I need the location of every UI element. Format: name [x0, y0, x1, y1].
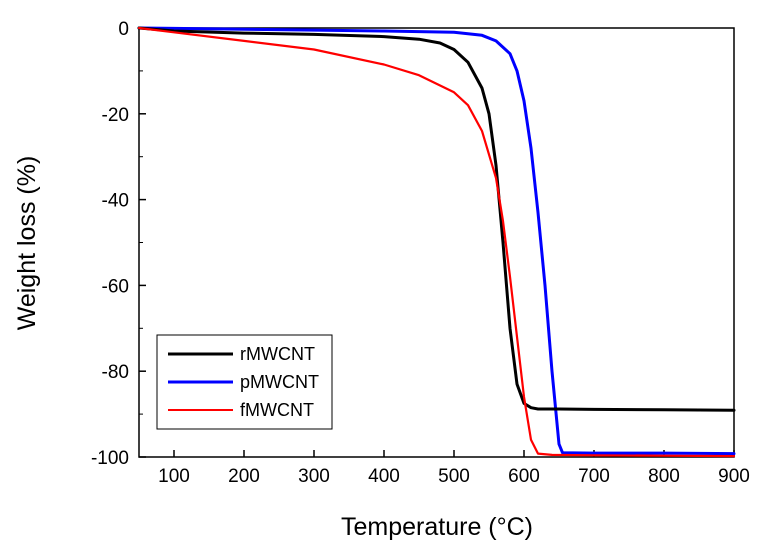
y-tick-label: -60 [102, 276, 129, 297]
legend: rMWCNT pMWCNT fMWCNT [156, 334, 333, 430]
y-axis-title: Weight loss (%) [13, 156, 41, 331]
axis-ticks [139, 27, 735, 458]
y-tick-label: -100 [91, 448, 129, 469]
x-tick-label: 300 [298, 466, 330, 487]
legend-label-fmwcnt: fMWCNT [240, 400, 314, 420]
series-line-pmwcnt [137, 26, 736, 456]
x-tick-label: 400 [368, 466, 400, 487]
series-line-rmwcnt [137, 26, 736, 412]
legend-label-rmwcnt: rMWCNT [240, 344, 315, 364]
tick-labels: 100 200 300 400 500 600 700 800 900 0 -20 -40 -60 -80… [91, 19, 750, 487]
series-line-fmwcnt [137, 26, 736, 458]
series-lines [137, 26, 736, 458]
x-tick-label: 600 [508, 466, 540, 487]
legend-label-pmwcnt: pMWCNT [240, 372, 319, 392]
x-axis-title: Temperature (°C) [341, 513, 533, 541]
y-tick-label: 0 [118, 19, 129, 40]
x-tick-label: 500 [438, 466, 470, 487]
y-tick-label: -80 [102, 362, 129, 383]
x-tick-label: 100 [158, 466, 190, 487]
x-tick-label: 200 [228, 466, 260, 487]
y-tick-label: -20 [102, 105, 129, 126]
x-tick-label: 700 [578, 466, 610, 487]
x-tick-label: 900 [718, 466, 750, 487]
x-tick-label: 800 [648, 466, 680, 487]
y-tick-label: -40 [102, 191, 129, 212]
